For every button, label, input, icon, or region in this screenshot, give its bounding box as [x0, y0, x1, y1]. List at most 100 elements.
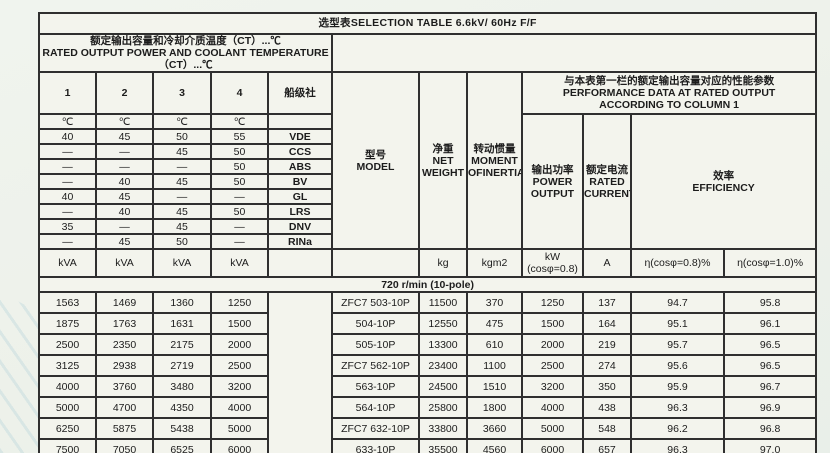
weight-cell: 13300	[418, 333, 468, 357]
celsius-unit: ℃	[210, 113, 269, 131]
unit-spacer-model	[331, 248, 420, 279]
eff08-cell: 96.2	[630, 417, 725, 441]
temp-cell: —	[210, 233, 269, 251]
unit-kw-cosphi: kW (cosφ=0.8)	[521, 248, 584, 279]
temp-cell: 45	[95, 188, 154, 206]
weight-cell: 11500	[418, 291, 468, 315]
society-code: RINa	[267, 233, 333, 251]
temp-cell: —	[210, 188, 269, 206]
temp-cell: 40	[95, 203, 154, 221]
col-header-moment-of-inertia: 转动惯量 MOMENT OFINERTIA	[466, 71, 523, 251]
kva-cell: 2500	[210, 354, 269, 378]
eff08-cell: 96.3	[630, 396, 725, 420]
kva-cell: 1360	[152, 291, 212, 315]
temp-cell: 50	[210, 173, 269, 191]
table-row: 2500 2350 2175 2000 505-10P 13300 610 20…	[38, 333, 818, 357]
temp-cell: 35	[38, 218, 97, 236]
kva-cell: 4000	[38, 375, 97, 399]
society-code: CCS	[267, 143, 333, 161]
eff10-cell: 96.9	[722, 396, 818, 420]
temp-cell: 45	[152, 143, 212, 161]
model-cell: 564-10P	[331, 396, 420, 420]
current-cell: 137	[582, 291, 632, 315]
col-header-model: 型号 MODEL	[331, 71, 420, 251]
inertia-cell: 3660	[466, 417, 523, 441]
subheader-row: 额定输出容量和冷却介质温度（CT）...℃ RATED OUTPUT POWER…	[38, 32, 818, 74]
unit-kgm2: kgm2	[466, 248, 523, 279]
eff10-cell: 96.7	[722, 375, 818, 399]
temp-cell: 50	[210, 203, 269, 221]
eff10-cell: 97.0	[722, 438, 818, 453]
kva-cell: 3480	[152, 375, 212, 399]
kva-cell: 7050	[95, 438, 154, 453]
society-spacer-cell	[267, 113, 333, 131]
temp-cell: —	[210, 218, 269, 236]
temp-cell: 40	[38, 188, 97, 206]
kva-cell: 3200	[210, 375, 269, 399]
temp-cell: —	[95, 158, 154, 176]
unit-kg: kg	[418, 248, 468, 279]
celsius-unit: ℃	[152, 113, 212, 131]
temp-cell: —	[38, 143, 97, 161]
speed-banner-row: 720 r/min (10-pole)	[37, 276, 818, 294]
kva-cell: 1250	[210, 291, 269, 315]
temp-cell: 45	[152, 203, 212, 221]
society-code: DNV	[267, 218, 333, 236]
temp-cell: 45	[95, 128, 154, 146]
society-code: LRS	[267, 203, 333, 221]
kva-cell: 6525	[152, 438, 212, 453]
units-row: kVA kVA kVA kVA kg kgm2 kW (cosφ=0.8) A …	[38, 248, 818, 279]
model-cell: ZFC7 503-10P	[331, 291, 420, 315]
subheader-spacer	[330, 32, 818, 74]
power-cell: 5000	[521, 417, 584, 441]
society-code: ABS	[267, 158, 333, 176]
celsius-unit: ℃	[95, 113, 154, 131]
temp-cell: —	[95, 143, 154, 161]
temp-cell: —	[38, 158, 97, 176]
society-row-rina: — 45 50 — RINa	[38, 233, 816, 251]
unit-kva: kVA	[95, 248, 154, 279]
eff08-cell: 96.3	[630, 438, 725, 453]
col-header-net-weight: 净重 NET WEIGHT	[418, 71, 468, 251]
model-cell: 505-10P	[331, 333, 420, 357]
temp-cell: 40	[38, 128, 97, 146]
kva-cell: 2500	[38, 333, 97, 357]
society-row-bv: — 40 45 50 BV	[38, 173, 816, 191]
current-cell: 219	[582, 333, 632, 357]
column-header-row: 1 2 3 4 船级社 型号 MODEL 净重 NET WEIGHT 转动惯量 …	[38, 71, 818, 251]
current-cell: 350	[582, 375, 632, 399]
eff08-cell: 95.9	[630, 375, 725, 399]
temp-cell: —	[38, 203, 97, 221]
temp-cell: —	[152, 188, 212, 206]
unit-kva: kVA	[152, 248, 212, 279]
eff08-cell: 94.7	[630, 291, 725, 315]
temp-cell: —	[95, 218, 154, 236]
society-row-gl: 40 45 — — GL	[38, 188, 816, 206]
current-cell: 438	[582, 396, 632, 420]
kva-cell: 2175	[152, 333, 212, 357]
kva-cell: 1875	[38, 312, 97, 336]
inertia-cell: 1100	[466, 354, 523, 378]
kva-cell: 5875	[95, 417, 154, 441]
temp-cell: 55	[210, 128, 269, 146]
power-cell: 2000	[521, 333, 584, 357]
society-code: VDE	[267, 128, 333, 146]
society-code: BV	[267, 173, 333, 191]
kva-cell: 1469	[95, 291, 154, 315]
kva-cell: 6000	[210, 438, 269, 453]
eff08-cell: 95.1	[630, 312, 725, 336]
temp-cell: —	[38, 233, 97, 251]
kva-cell: 1763	[95, 312, 154, 336]
table-row: 1875 1763 1631 1500 504-10P 12550 475 15…	[38, 312, 818, 336]
kva-cell: 1563	[38, 291, 97, 315]
weight-cell: 25800	[418, 396, 468, 420]
kva-cell: 3125	[38, 354, 97, 378]
kva-cell: 1500	[210, 312, 269, 336]
inertia-cell: 1510	[466, 375, 523, 399]
eff10-cell: 96.1	[722, 312, 818, 336]
model-cell: ZFC7 632-10P	[331, 417, 420, 441]
society-row-vde: 40 45 50 55 VDE	[38, 128, 816, 146]
unit-eff-08: η(cosφ=0.8)%	[630, 248, 725, 279]
kva-cell: 7500	[38, 438, 97, 453]
